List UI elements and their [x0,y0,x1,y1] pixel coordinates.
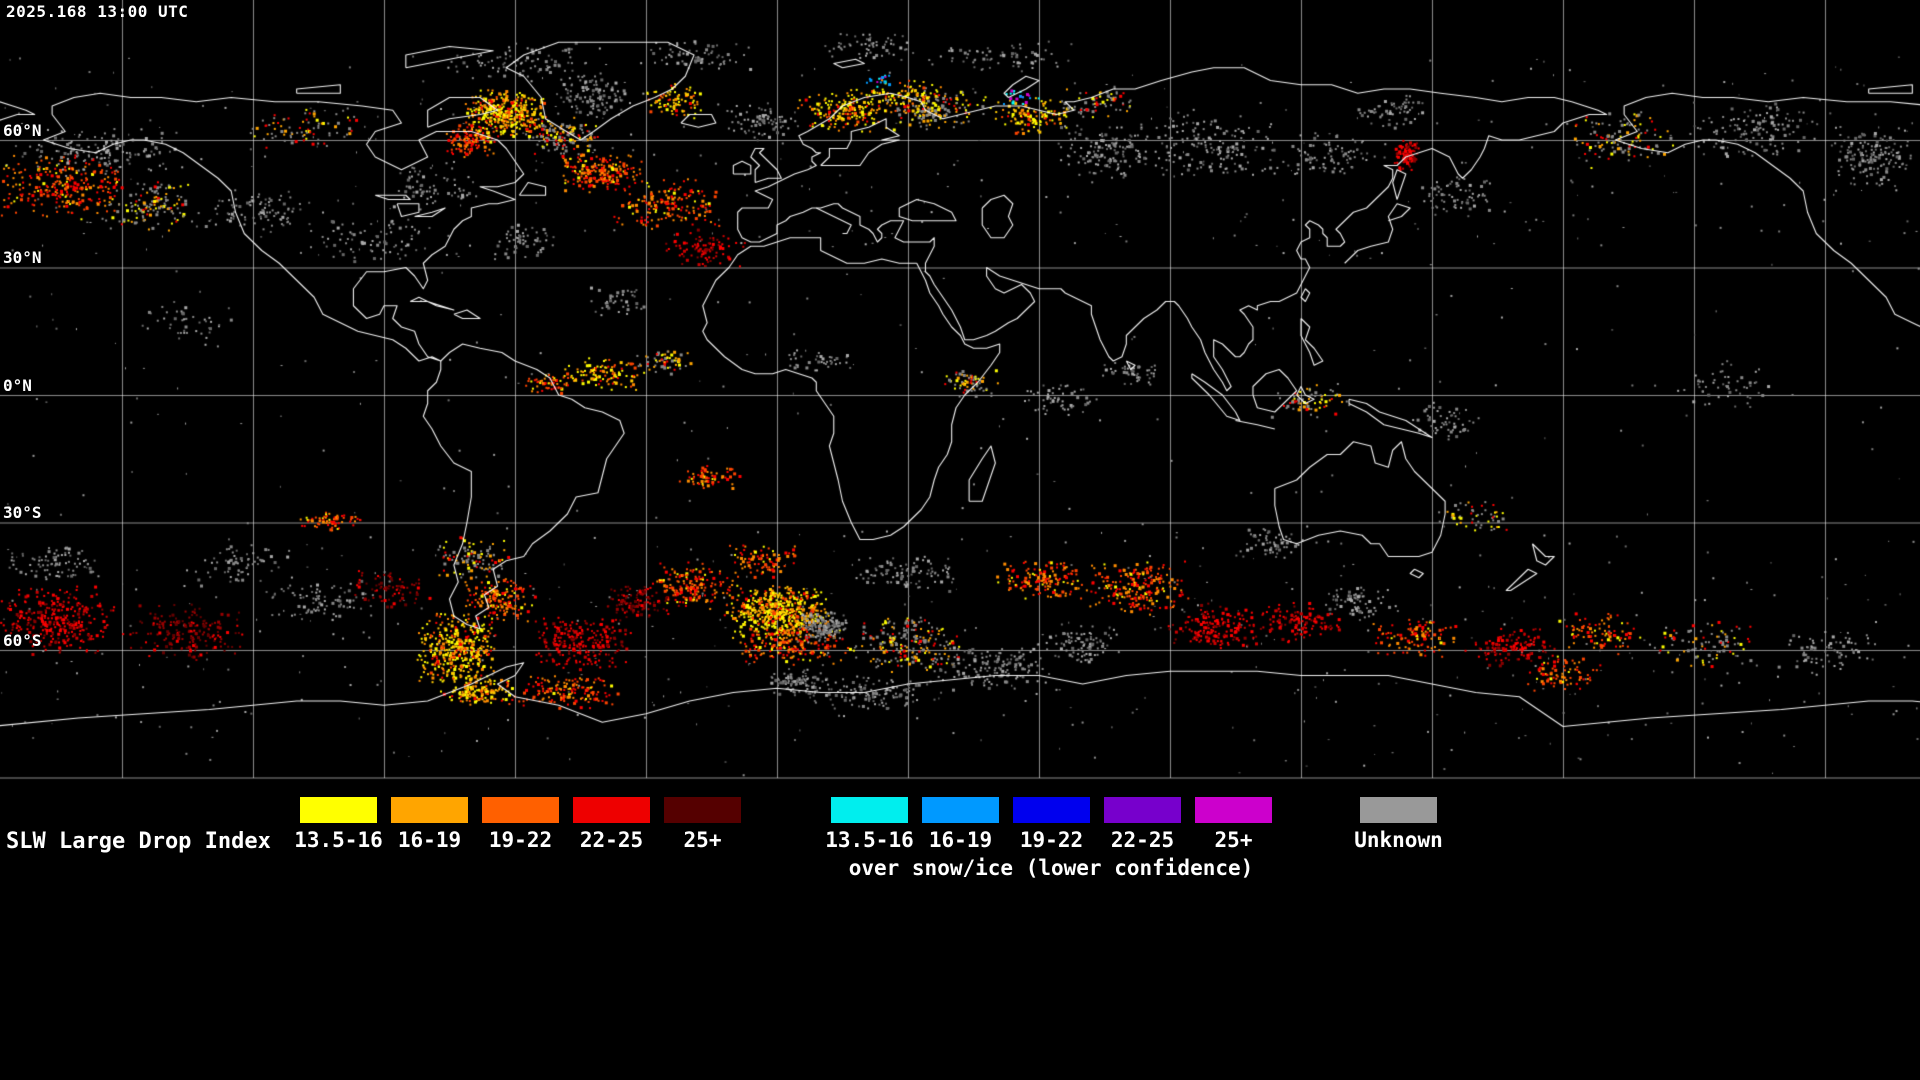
latitude-label-60n: 60°N [3,121,42,140]
legend-bin-label: 22-25 [579,828,644,852]
legend-bin-label: 22-25 [1110,828,1175,852]
legend-bin-label: 25+ [683,828,722,852]
legend-bin-label: 19-22 [488,828,553,852]
legend-bin: 16-19 [915,797,1006,851]
legend-swatch [300,797,377,823]
legend-bin: Unknown [1353,797,1444,851]
legend-bin-label: 16-19 [397,828,462,852]
legend-swatch [573,797,650,823]
latitude-label-0n: 0°N [3,376,32,395]
legend-swatch [482,797,559,823]
legend-bin-label: 19-22 [1019,828,1084,852]
legend-bin: 19-22 [1006,797,1097,851]
legend-bin: 25+ [657,797,748,851]
legend-bin-label: Unknown [1354,828,1443,852]
legend-bin-label: 25+ [1214,828,1253,852]
legend-swatch [831,797,908,823]
legend-swatch [922,797,999,823]
legend-swatch [664,797,741,823]
legend-swatch [1104,797,1181,823]
legend-bin: 22-25 [1097,797,1188,851]
latitude-label-60s: 60°S [3,631,42,650]
legend-group-snow-ice: 13.5-16 16-19 19-22 22-25 25+ [824,797,1279,851]
legend-group-standard: 13.5-16 16-19 19-22 22-25 25+ [293,797,748,851]
legend-bin: 19-22 [475,797,566,851]
legend-bin-label: 13.5-16 [825,828,914,852]
legend-swatch [1195,797,1272,823]
latitude-label-30s: 30°S [3,503,42,522]
legend-bin: 13.5-16 [824,797,915,851]
legend-title: SLW Large Drop Index [6,829,271,854]
legend-caption-snow-ice: over snow/ice (lower confidence) [848,856,1254,880]
legend-swatch [1360,797,1437,823]
legend-bin: 22-25 [566,797,657,851]
legend-bin-label: 16-19 [928,828,993,852]
legend-group-unknown: Unknown [1353,797,1444,851]
latitude-label-30n: 30°N [3,248,42,267]
legend-bin-label: 13.5-16 [294,828,383,852]
world-map-canvas [0,0,1920,790]
legend-bin: 13.5-16 [293,797,384,851]
legend-swatch [1013,797,1090,823]
legend-bin: 25+ [1188,797,1279,851]
legend-swatch [391,797,468,823]
timestamp: 2025.168 13:00 UTC [6,2,189,21]
legend-bin: 16-19 [384,797,475,851]
